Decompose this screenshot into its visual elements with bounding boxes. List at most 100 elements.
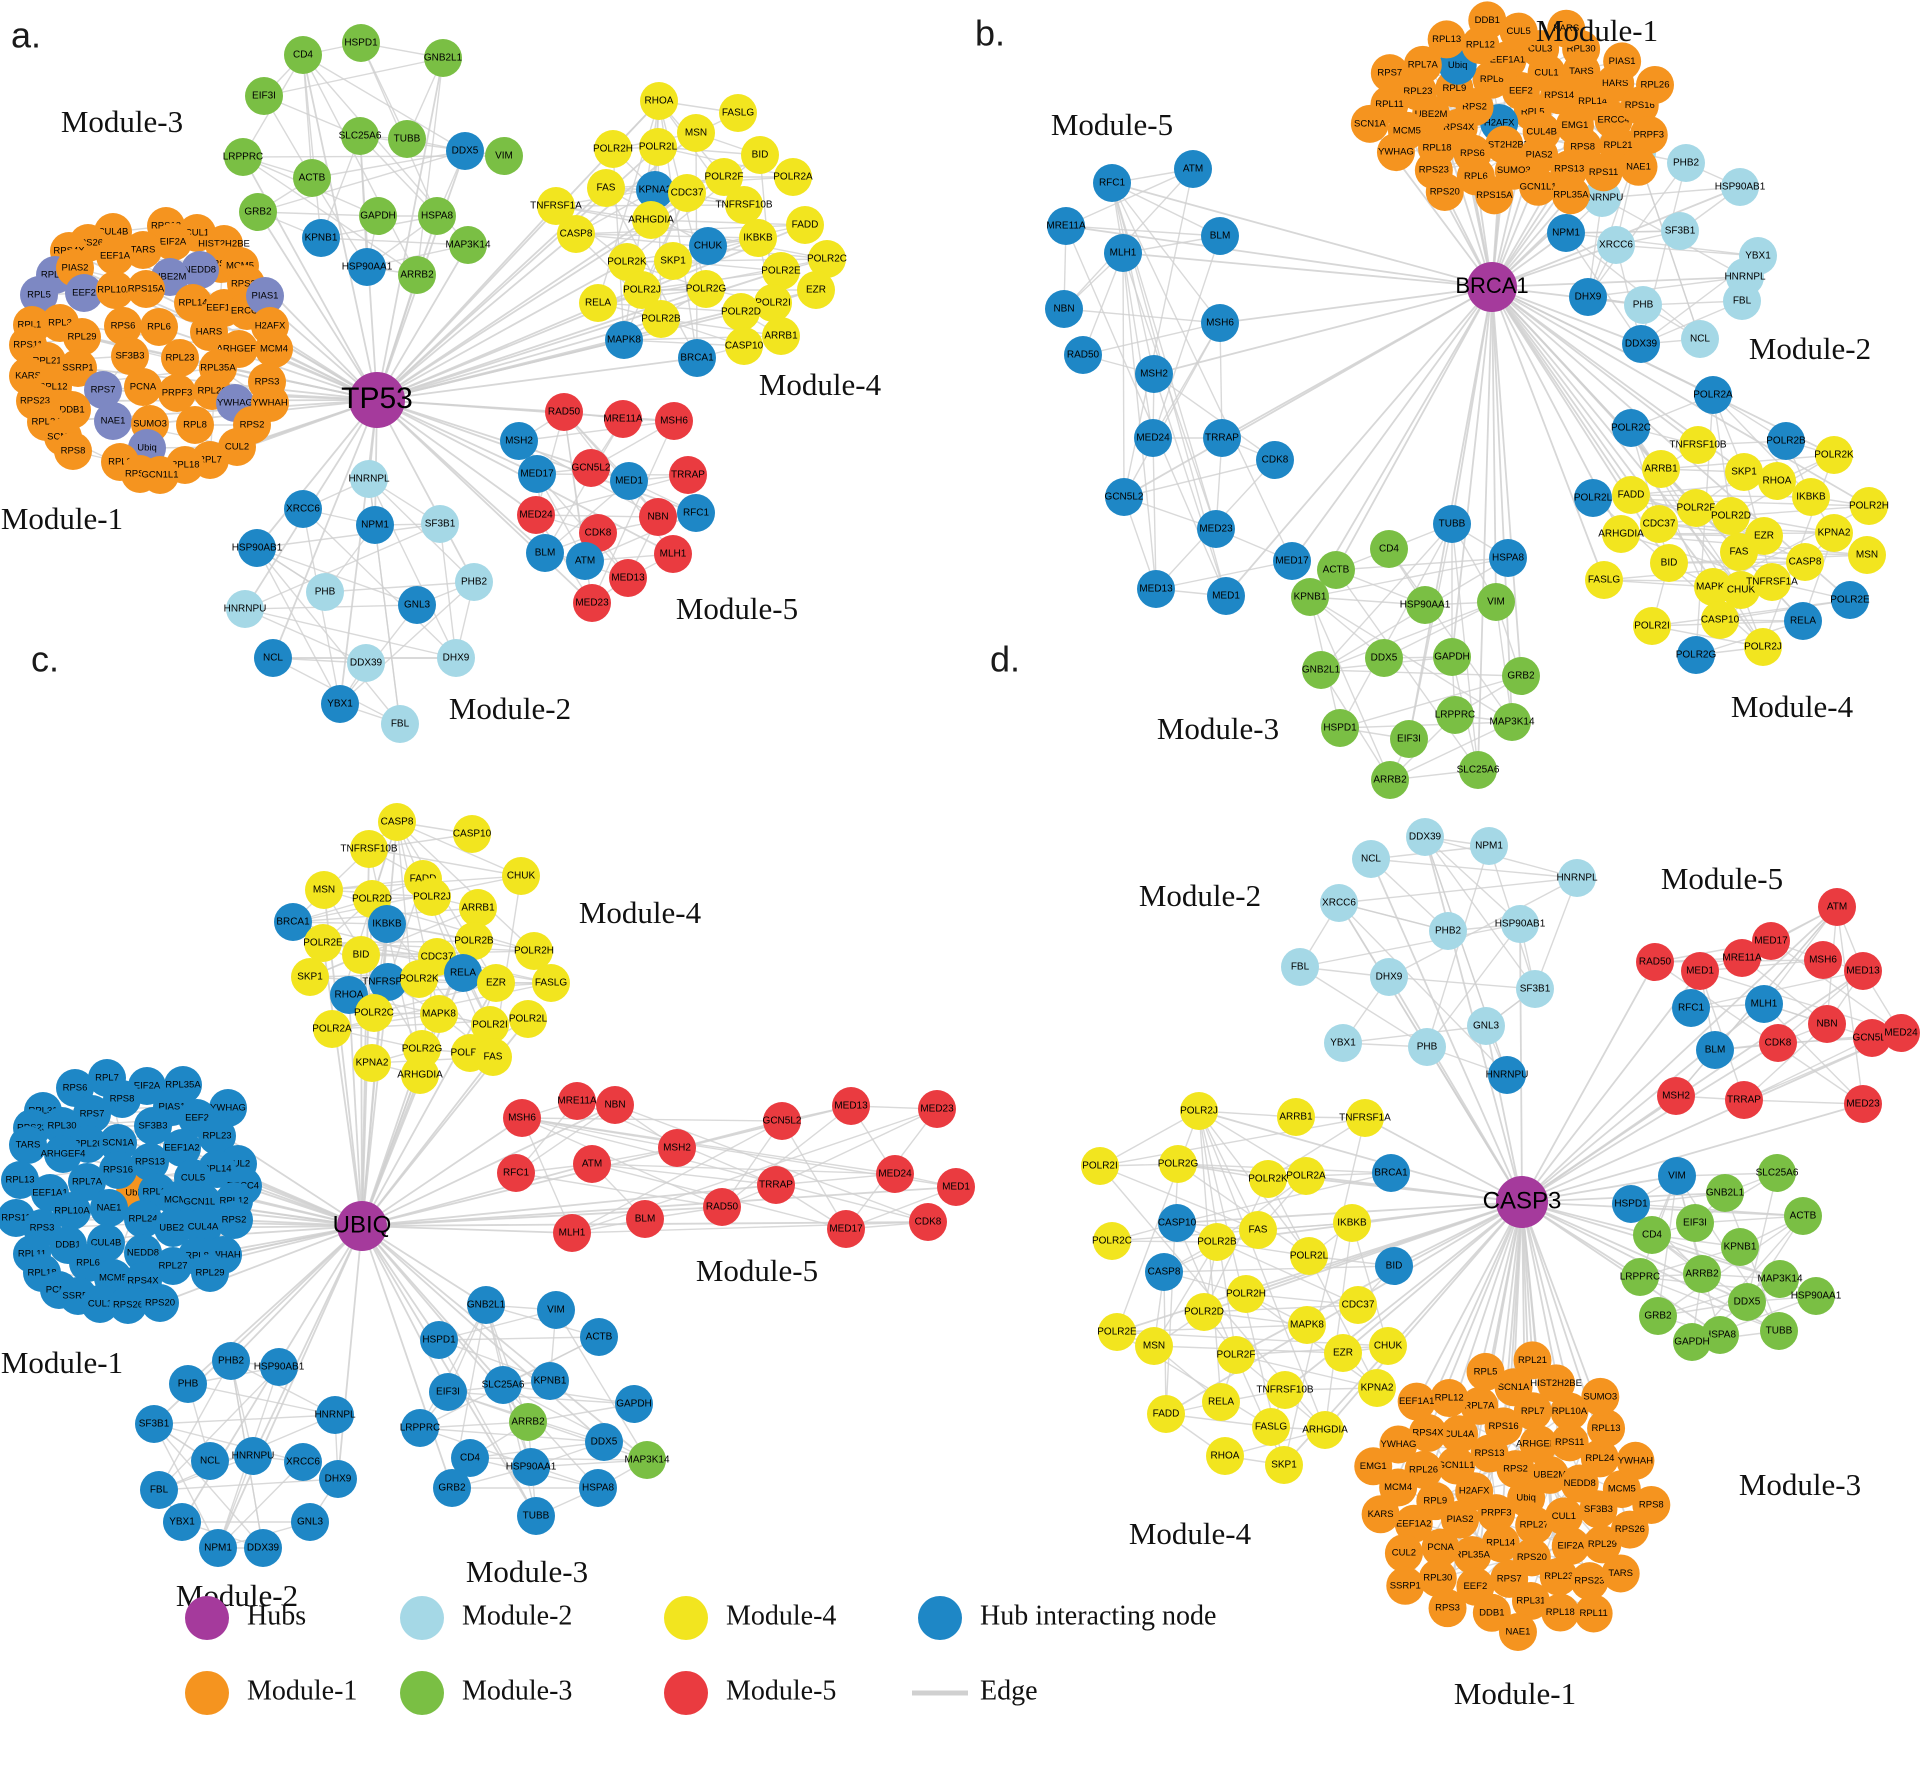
hub-edge [1491,286,1605,581]
node-label: POLR2L [1290,1251,1329,1262]
node-label: RPL24 [31,417,60,428]
node-DHX9 [437,639,475,677]
node-label: NBN [1053,304,1074,315]
node-TNFRSF1A [1753,563,1791,601]
edge [485,1304,529,1423]
node-label: POLR2L [509,1014,548,1025]
node-label: RPL12 [1435,1393,1464,1404]
node-label: POLR2E [303,938,343,949]
labels: Module-5 Module-2 Module-3 Module-4 Module-1… [975,13,1871,747]
node-label: CUL5 [181,1173,205,1184]
node-MSN [1135,1327,1173,1365]
node-CDK8 [909,1203,947,1241]
nodes: DDX39 NPM1 NCL HNRNPL XRCC6 PHB2 HSP90AB1 FBL DH… [1081,818,1920,1651]
hub-edge [1491,276,1746,288]
node-label: RPL3 [48,318,72,329]
legend-label: Hubs [247,1600,306,1631]
hub-edge [376,399,538,475]
node-RPL11 [1574,1594,1613,1633]
edge [1309,596,1391,781]
node-label: RAD50 [706,1202,739,1213]
node-label: MRE11A [1722,953,1762,964]
node-label: HSP90AA1 [1791,1291,1842,1302]
node-label: POLR2F [1677,503,1716,514]
node-MSH6 [655,402,693,440]
node-label: GNB2L1 [424,53,463,64]
node-ARHGDIA [1602,515,1640,553]
edge [244,608,457,659]
edge [1063,308,1221,324]
hub-edge [1225,286,1493,597]
node-label: IKBKB [1337,1218,1367,1229]
node-label: TRRAP [1205,433,1239,444]
node-label: RPL31 [1516,1596,1545,1607]
node-label: EEF2 [72,288,96,299]
hub-edge [1491,286,1851,601]
node-label: RPL14 [178,298,207,309]
node-ARHGDIA [632,201,670,239]
edge [1388,976,1536,990]
node-label: DDB1 [1475,15,1500,26]
node-label: HSPD1 [422,1335,456,1346]
node-label: RPL13 [17,320,46,331]
node-CUL1 [1544,1497,1583,1536]
node-SF3B1 [135,1405,173,1443]
node-DHX9 [1370,958,1408,996]
node-label: RHOA [1763,476,1792,487]
node-MSN [305,871,343,909]
node-label: CUL4A [1444,1429,1475,1440]
node-DHX9 [319,1460,357,1498]
edge [438,1339,551,1382]
node-label: HIST2H2BE [1478,139,1530,150]
node-label: POLR2C [807,254,847,265]
hub-edge [1491,286,1870,507]
edge [302,54,418,276]
node-TUBB [1760,1312,1798,1350]
node-label: CD4 [460,1453,480,1464]
node-SLC25A6 [341,117,379,155]
node-label: TNFRSF10B [1669,440,1727,451]
node-label: RPS3 [255,377,280,388]
node-SF3B1 [421,505,459,543]
node-label: SF3B3 [138,1121,167,1132]
node-POLR2B [1198,1223,1236,1261]
node-label: HSP90AB1 [1715,182,1766,193]
module-label: Module-3 [466,1554,588,1589]
node-label: YBX1 [169,1517,195,1528]
node-label: RPS11 [1,1213,30,1224]
node-label: RPS26 [113,1300,143,1311]
node-EZR [797,271,835,309]
node-label: DDX39 [247,1543,280,1554]
node-POLR2F [1677,489,1715,527]
edge [1309,596,1513,723]
hub-edge [376,399,475,583]
node-KPNB1 [1721,1228,1759,1266]
hub-edge [361,1225,537,1517]
node-label: UBE2M [1533,1469,1566,1480]
edge [1657,1215,1804,1317]
edge [1177,1163,1392,1174]
node-label: EIF3I [1397,734,1421,745]
node-label: PHB [315,587,336,598]
hub-edge [1370,858,1523,1203]
node-label: SKP1 [297,972,323,983]
hub-edge [376,261,628,401]
node-label: RPL21 [142,1187,171,1198]
node-label: FADD [1618,490,1645,501]
node-label: RPL5 [1474,1366,1498,1377]
node-RPS7 [84,371,122,409]
hub-edge [272,399,378,659]
node-label: XRCC6 [286,504,320,515]
node-label: RPL26 [73,1139,102,1150]
node-GCN5L2 [1105,478,1143,516]
node-FASLG [1585,561,1623,599]
node-label: PHB [1633,300,1654,311]
node-label: RPS4X [127,1276,159,1287]
node-label: RPL11 [41,270,69,281]
node-LRPPRC [1621,1258,1659,1296]
node-label: POLR2E [1097,1327,1137,1338]
node-ARHGEF4 [1519,1425,1558,1464]
node-RPL26 [1635,65,1674,104]
node-RFC1 [1093,164,1131,202]
node-HSP90AA1 [512,1448,550,1486]
